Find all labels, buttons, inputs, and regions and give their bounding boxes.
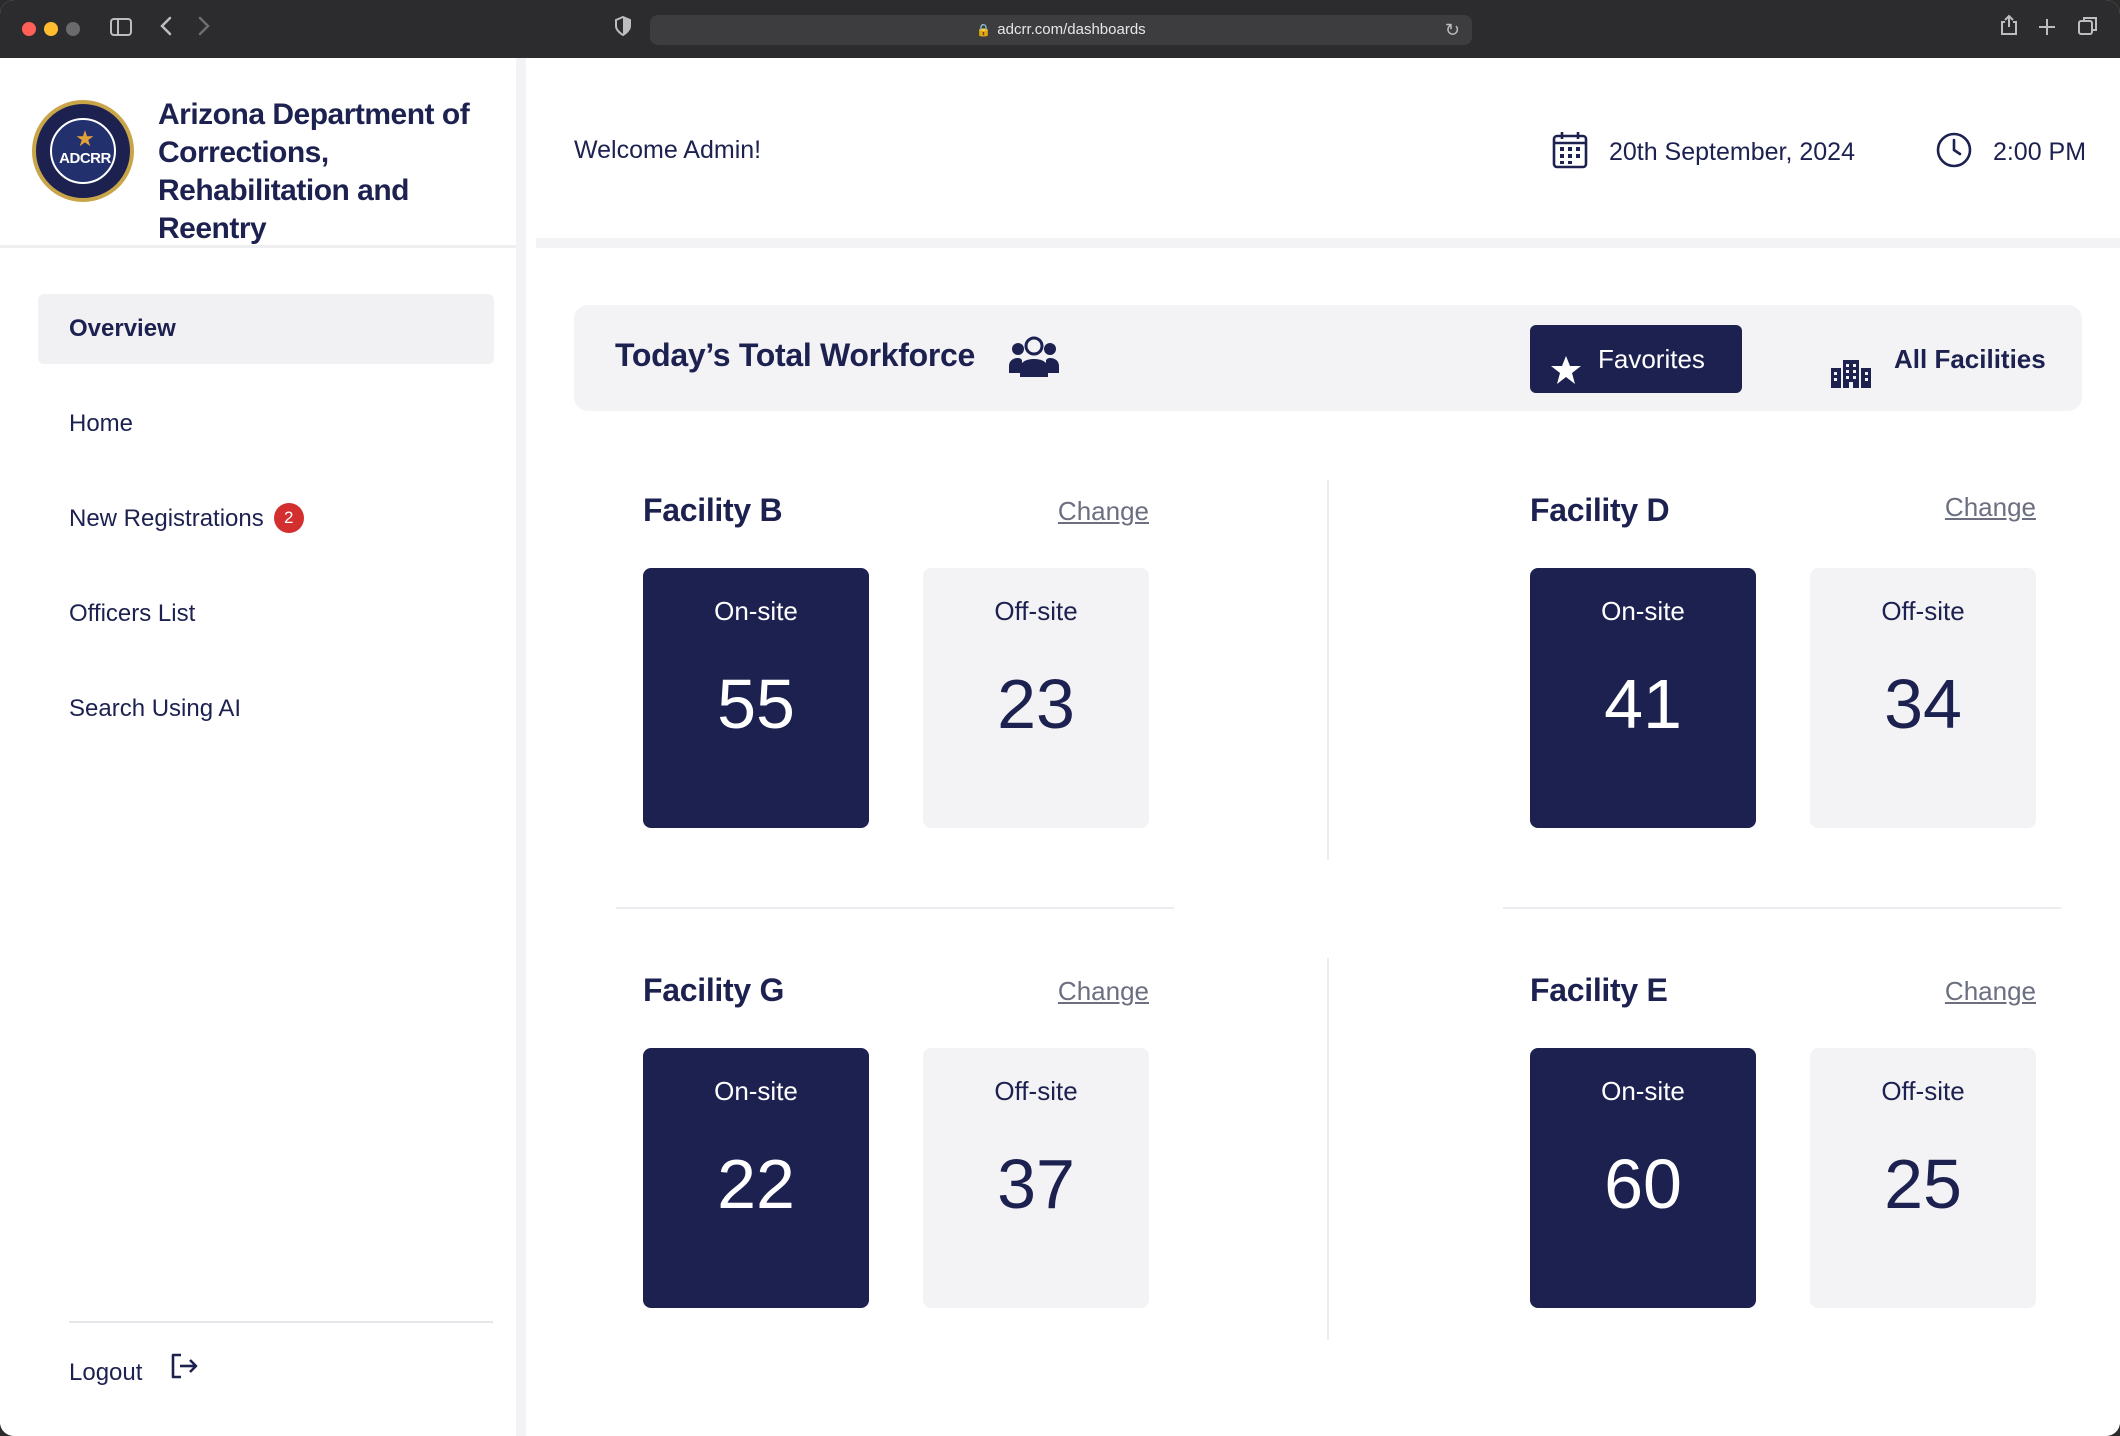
grid-divider-vertical bbox=[1327, 958, 1329, 1340]
all-facilities-button[interactable]: All Facilities bbox=[1830, 325, 2046, 393]
date-text: 20th September, 2024 bbox=[1608, 138, 1855, 166]
sidebar-item-label: New Registrations bbox=[69, 505, 264, 532]
logout-label: Logout bbox=[69, 1359, 143, 1386]
share-icon[interactable] bbox=[1998, 14, 2020, 44]
notification-badge: 2 bbox=[273, 502, 304, 533]
facility-card: Facility G Change On-site 22 Off-site 37 bbox=[643, 972, 1149, 1352]
sun-star-icon: ★ bbox=[75, 126, 95, 151]
offsite-label: Off-site bbox=[994, 596, 1078, 626]
offsite-count-card[interactable]: Off-site 34 bbox=[1810, 568, 2036, 828]
logo-text: ADCRR bbox=[59, 150, 111, 167]
onsite-value: 41 bbox=[1604, 665, 1682, 743]
buildings-icon bbox=[1830, 345, 1872, 413]
sidebar-item-label: Search Using AI bbox=[69, 695, 242, 722]
offsite-count-card[interactable]: Off-site 23 bbox=[923, 568, 1149, 828]
people-group-icon bbox=[1008, 333, 1060, 386]
onsite-value: 60 bbox=[1604, 1145, 1682, 1223]
logout-icon bbox=[169, 1349, 199, 1399]
sidebar-item-label: Home bbox=[69, 410, 134, 437]
change-facility-link[interactable]: Change bbox=[1944, 976, 2036, 1006]
sidebar: ★ ADCRR Arizona Department of Correction… bbox=[0, 58, 526, 1436]
current-time: 2:00 PM bbox=[1936, 133, 2087, 171]
onsite-label: On-site bbox=[714, 1076, 798, 1106]
time-text: 2:00 PM bbox=[1992, 138, 2087, 166]
change-facility-link[interactable]: Change bbox=[1944, 492, 2036, 522]
facility-name: Facility D bbox=[1530, 492, 1670, 528]
offsite-label: Off-site bbox=[1881, 1076, 1965, 1106]
change-facility-link[interactable]: Change bbox=[1057, 496, 1149, 526]
close-window-button[interactable] bbox=[22, 22, 36, 36]
facility-card: Facility E Change On-site 60 Off-site 25 bbox=[1530, 972, 2036, 1352]
privacy-shield-icon[interactable] bbox=[612, 14, 634, 44]
onsite-value: 55 bbox=[717, 665, 795, 743]
facility-name: Facility B bbox=[643, 492, 783, 528]
onsite-value: 22 bbox=[717, 1145, 795, 1223]
sidebar-item-label: Officers List bbox=[69, 600, 196, 627]
workforce-toolbar: Today’s Total Workforce Favorites All Fa… bbox=[574, 305, 2082, 411]
clock-icon bbox=[1936, 133, 1993, 168]
sidebar-item-label: Overview bbox=[69, 315, 176, 342]
onsite-count-card[interactable]: On-site 55 bbox=[643, 568, 869, 828]
calendar-icon bbox=[1552, 132, 1609, 169]
grid-divider-horizontal bbox=[1503, 907, 2061, 909]
onsite-count-card[interactable]: On-site 60 bbox=[1530, 1048, 1756, 1308]
offsite-count-card[interactable]: Off-site 37 bbox=[923, 1048, 1149, 1308]
offsite-label: Off-site bbox=[1881, 596, 1965, 626]
top-header: Welcome Admin! 20th September, 2024 2:00… bbox=[536, 58, 2120, 248]
welcome-message: Welcome Admin! bbox=[574, 136, 762, 164]
grid-divider-horizontal bbox=[616, 907, 1174, 909]
star-icon bbox=[1550, 343, 1582, 411]
sidebar-item-overview[interactable]: Overview bbox=[38, 294, 494, 364]
lock-icon: 🔒 bbox=[976, 23, 992, 37]
reload-icon[interactable]: ↻ bbox=[1444, 20, 1460, 40]
facility-card: Facility D Change On-site 41 Off-site 34 bbox=[1530, 492, 2036, 872]
offsite-value: 37 bbox=[997, 1145, 1075, 1223]
offsite-value: 34 bbox=[1884, 665, 1962, 743]
facility-name: Facility G bbox=[643, 972, 785, 1008]
new-tab-icon[interactable] bbox=[2036, 14, 2058, 44]
adcrr-logo: ★ ADCRR bbox=[32, 100, 134, 202]
sidebar-item-home[interactable]: Home bbox=[38, 389, 494, 459]
offsite-label: Off-site bbox=[994, 1076, 1078, 1106]
sidebar-item-officers-list[interactable]: Officers List bbox=[38, 579, 494, 649]
brand-header: ★ ADCRR Arizona Department of Correction… bbox=[0, 58, 516, 248]
zoom-window-button[interactable] bbox=[66, 22, 80, 36]
offsite-count-card[interactable]: Off-site 25 bbox=[1810, 1048, 2036, 1308]
sidebar-toggle-icon[interactable] bbox=[108, 14, 134, 44]
logout-button[interactable]: Logout bbox=[69, 1348, 199, 1399]
sidebar-item-search-using-ai[interactable]: Search Using AI bbox=[38, 674, 494, 744]
url-text: adcrr.com/dashboards bbox=[997, 21, 1146, 38]
workforce-title: Today’s Total Workforce bbox=[615, 337, 975, 373]
current-date: 20th September, 2024 bbox=[1552, 132, 1855, 172]
sidebar-divider bbox=[69, 1321, 493, 1323]
browser-toolbar: 🔒 adcrr.com/dashboards ↻ bbox=[0, 0, 2120, 58]
offsite-value: 23 bbox=[997, 665, 1075, 743]
facility-name: Facility E bbox=[1530, 972, 1668, 1008]
offsite-value: 25 bbox=[1884, 1145, 1962, 1223]
all-facilities-label: All Facilities bbox=[1894, 344, 2046, 374]
minimize-window-button[interactable] bbox=[44, 22, 58, 36]
address-bar[interactable]: 🔒 adcrr.com/dashboards ↻ bbox=[650, 15, 1472, 45]
facility-card: Facility B Change On-site 55 Off-site 23 bbox=[643, 492, 1149, 872]
onsite-count-card[interactable]: On-site 22 bbox=[643, 1048, 869, 1308]
organization-name: Arizona Department of Corrections, Rehab… bbox=[158, 98, 470, 245]
grid-divider-vertical bbox=[1327, 480, 1329, 860]
onsite-label: On-site bbox=[1601, 1076, 1685, 1106]
onsite-count-card[interactable]: On-site 41 bbox=[1530, 568, 1756, 828]
sidebar-nav: Overview Home New Registrations 2 Officer… bbox=[38, 294, 494, 769]
onsite-label: On-site bbox=[714, 596, 798, 626]
favorites-button[interactable]: Favorites bbox=[1530, 325, 1742, 393]
dashboard-main: Today’s Total Workforce Favorites All Fa… bbox=[536, 258, 2120, 1436]
tab-overview-icon[interactable] bbox=[2076, 14, 2100, 44]
forward-icon[interactable] bbox=[194, 14, 214, 44]
sidebar-item-new-registrations[interactable]: New Registrations 2 bbox=[38, 484, 494, 554]
change-facility-link[interactable]: Change bbox=[1057, 976, 1149, 1006]
favorites-label: Favorites bbox=[1598, 344, 1705, 374]
back-icon[interactable] bbox=[156, 14, 176, 44]
onsite-label: On-site bbox=[1601, 596, 1685, 626]
